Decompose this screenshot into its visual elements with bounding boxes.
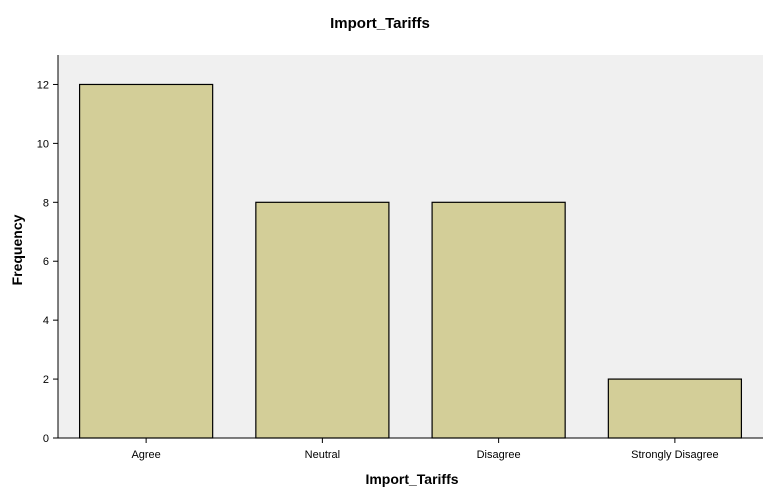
chart-title: Import_Tariffs (330, 15, 430, 32)
y-tick-label: 0 (43, 433, 49, 445)
bar-agree (78, 83, 214, 439)
y-tick-label: 8 (43, 197, 49, 209)
x-tick-label: Neutral (305, 449, 340, 461)
bar-neutral (255, 201, 390, 439)
y-tick-label: 4 (43, 315, 49, 327)
y-tick-label: 6 (43, 256, 49, 268)
y-tick-label: 2 (43, 374, 49, 386)
x-tick-label: Disagree (477, 449, 521, 461)
bar-strongly-disagree (607, 378, 743, 439)
y-tick-label: 10 (37, 138, 49, 150)
y-tick-label: 12 (37, 79, 49, 91)
x-axis-ticks: Agree Neutral Disagree Strongly Disagree (131, 438, 719, 461)
y-axis-title: Frequency (9, 214, 25, 285)
bar-disagree (431, 201, 566, 439)
x-tick-label: Agree (131, 449, 160, 461)
x-axis-title: Import_Tariffs (365, 471, 458, 487)
x-tick-label: Strongly Disagree (631, 449, 718, 461)
y-axis-ticks: 0 2 4 6 8 10 12 (37, 79, 58, 445)
